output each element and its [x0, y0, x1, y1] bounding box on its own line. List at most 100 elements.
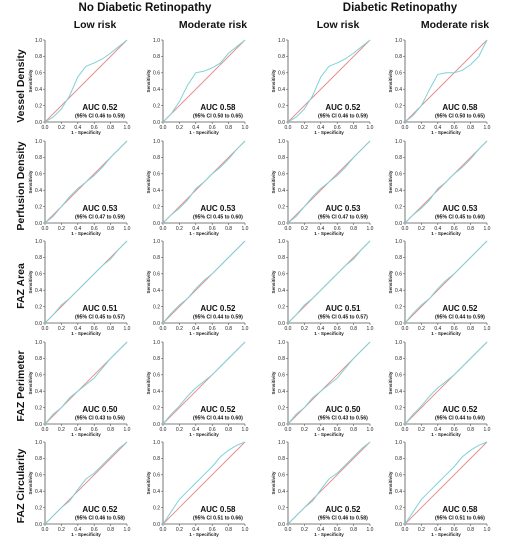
x-axis-label: 1 - Specificity [189, 331, 219, 336]
y-tick-label: 0.6 [35, 473, 42, 479]
y-tick-label: 0.2 [35, 505, 42, 511]
y-tick-label: 0.6 [278, 172, 285, 178]
y-axis-label: Sensitivity [388, 69, 393, 92]
x-tick-label: 0.0 [160, 326, 167, 332]
y-tick-label: 0.4 [35, 87, 42, 93]
x-tick-label: 1.0 [124, 326, 131, 332]
y-axis-label: Sensitivity [146, 170, 151, 193]
y-tick-label: 0.6 [278, 473, 285, 479]
y-axis-label: Sensitivity [271, 270, 276, 293]
ci-label: (95% CI 0.45 to 0.57) [75, 315, 125, 321]
x-tick-label: 0.0 [42, 326, 49, 332]
x-tick-label: 0.8 [467, 326, 474, 332]
roc-panel-3-1: 0.00.0 0.2 0.2 0.4 0.4 0.6 0.6 0.8 0.8 1.0 1.0 1 - … [28, 239, 131, 336]
x-tick-label: 0.6 [451, 527, 458, 533]
roc-panel-1-1: 0.00.0 0.2 0.2 0.4 0.4 0.6 0.6 0.8 0.8 1.0 1.0 1 - … [28, 38, 131, 135]
y-tick-label: 0.8 [278, 356, 285, 362]
x-tick-label: 0.0 [402, 125, 409, 131]
x-axis-label: 1 - Specificity [71, 432, 101, 437]
y-tick-label: 0.4 [153, 389, 160, 395]
x-tick-label: 0.6 [209, 326, 216, 332]
roc-panel-3-2: 0.00.0 0.2 0.2 0.4 0.4 0.6 0.6 0.8 0.8 1.0 1.0 1 - … [146, 239, 249, 336]
y-tick-label: 0.4 [278, 188, 285, 194]
y-tick-label: 0.8 [153, 255, 160, 261]
x-tick-label: 0.0 [285, 326, 292, 332]
y-axis-label: Sensitivity [146, 371, 151, 394]
y-axis-label: Sensitivity [146, 69, 151, 92]
roc-panel-1-2: 0.00.0 0.2 0.2 0.4 0.4 0.6 0.6 0.8 0.8 1.0 1.0 1 - … [146, 38, 249, 135]
x-tick-label: 0.8 [107, 427, 114, 433]
auc-label: AUC 0.53 [442, 204, 478, 213]
x-tick-label: 0.8 [107, 326, 114, 332]
x-axis-label: 1 - Specificity [431, 532, 461, 537]
reference-line [287, 39, 371, 123]
ci-label: (95% CI 0.47 to 0.59) [75, 215, 125, 221]
x-axis-label: 1 - Specificity [431, 331, 461, 336]
x-tick-label: 0.2 [176, 427, 183, 433]
y-tick-label: 0.4 [35, 489, 42, 495]
y-tick-label: 0.2 [395, 505, 402, 511]
x-tick-label: 0.6 [334, 125, 341, 131]
y-axis-label: Sensitivity [388, 170, 393, 193]
ci-label: (95% CI 0.46 to 0.59) [75, 114, 125, 120]
y-axis-label: Sensitivity [28, 170, 33, 193]
y-tick-label: 0.6 [395, 172, 402, 178]
x-tick-label: 0.6 [209, 527, 216, 533]
auc-label: AUC 0.53 [325, 204, 361, 213]
y-tick-label: 0.4 [35, 389, 42, 395]
x-tick-label: 0.2 [301, 326, 308, 332]
y-tick-label: 0.4 [35, 288, 42, 294]
y-tick-label: 0.0 [153, 522, 160, 528]
y-tick-label: 0.0 [278, 522, 285, 528]
x-tick-label: 0.8 [350, 427, 357, 433]
y-tick-label: 0.8 [395, 54, 402, 60]
y-tick-label: 0.8 [35, 456, 42, 462]
ci-label: (95% CI 0.44 to 0.59) [435, 315, 485, 321]
x-tick-label: 1.0 [484, 326, 491, 332]
y-tick-label: 1.0 [35, 440, 42, 446]
x-tick-label: 0.0 [160, 226, 167, 232]
auc-label: AUC 0.50 [325, 405, 361, 414]
x-tick-label: 0.2 [418, 125, 425, 131]
y-tick-label: 0.6 [153, 172, 160, 178]
x-tick-label: 0.8 [225, 226, 232, 232]
roc-panel-5-2: 0.00.0 0.2 0.2 0.4 0.4 0.6 0.6 0.8 0.8 1.0 1.0 1 - … [146, 440, 249, 537]
x-axis-label: 1 - Specificity [314, 130, 344, 135]
x-tick-label: 0.4 [192, 226, 199, 232]
roc-curve [162, 240, 246, 324]
y-tick-label: 0.0 [35, 221, 42, 227]
y-tick-label: 0.8 [153, 155, 160, 161]
x-tick-label: 0.8 [225, 125, 232, 131]
x-tick-label: 1.0 [242, 527, 249, 533]
x-tick-label: 0.8 [467, 226, 474, 232]
ci-label: (95% CI 0.46 to 0.59) [318, 114, 368, 120]
auc-label: AUC 0.52 [325, 505, 361, 514]
x-tick-label: 1.0 [242, 326, 249, 332]
y-tick-label: 0.4 [278, 389, 285, 395]
y-tick-label: 0.0 [395, 120, 402, 126]
x-axis-label: 1 - Specificity [431, 130, 461, 135]
x-tick-label: 0.6 [209, 125, 216, 131]
roc-curve [404, 140, 488, 224]
y-tick-label: 1.0 [35, 340, 42, 346]
roc-panel-2-3: 0.00.0 0.2 0.2 0.4 0.4 0.6 0.6 0.8 0.8 1.0 1.0 1 - … [271, 139, 374, 236]
y-tick-label: 0.2 [278, 505, 285, 511]
y-tick-label: 0.0 [278, 321, 285, 327]
ci-label: (95% CI 0.50 to 0.65) [435, 114, 485, 120]
x-tick-label: 0.8 [350, 527, 357, 533]
y-tick-label: 1.0 [153, 239, 160, 245]
y-tick-label: 0.6 [395, 473, 402, 479]
x-axis-label: 1 - Specificity [431, 432, 461, 437]
x-tick-label: 1.0 [367, 427, 374, 433]
y-tick-label: 0.0 [395, 522, 402, 528]
y-tick-label: 1.0 [395, 340, 402, 346]
roc-panel-2-1: 0.00.0 0.2 0.2 0.4 0.4 0.6 0.6 0.8 0.8 1.0 1.0 1 - … [28, 139, 131, 236]
x-tick-label: 0.4 [74, 326, 81, 332]
y-tick-label: 1.0 [153, 340, 160, 346]
x-tick-label: 0.4 [434, 226, 441, 232]
auc-label: AUC 0.52 [200, 304, 236, 313]
x-tick-label: 0.0 [160, 427, 167, 433]
y-tick-label: 0.2 [35, 204, 42, 210]
y-tick-label: 1.0 [153, 440, 160, 446]
y-tick-label: 1.0 [395, 38, 402, 44]
